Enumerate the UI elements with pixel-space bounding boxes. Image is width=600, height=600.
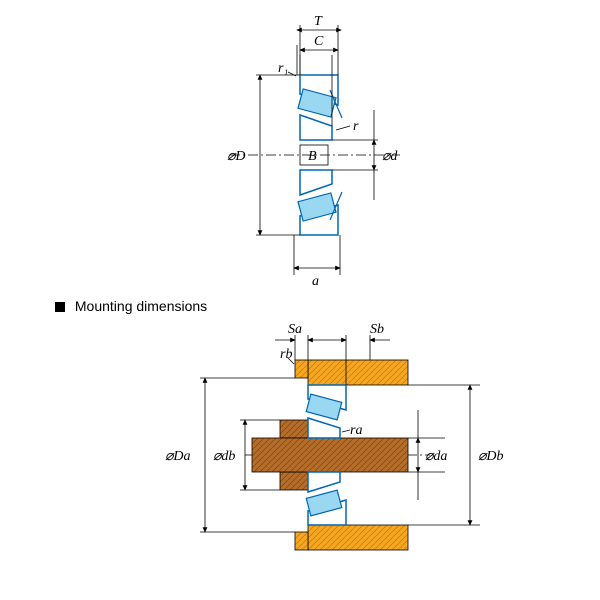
- label-Db: ⌀Db: [478, 449, 504, 464]
- section-header: Mounting dimensions: [55, 298, 207, 314]
- section-title-text: Mounting dimensions: [75, 298, 207, 314]
- label-C: C: [314, 34, 324, 49]
- housing-top: [308, 360, 408, 385]
- top-bearing-diagram: T C r₁ r ⌀D ⌀d B a: [227, 14, 400, 289]
- bottom-mounting-diagram: Sa Sb rb ra ⌀Da ⌀db ⌀da ⌀Db: [165, 322, 504, 550]
- bullet-icon: [55, 302, 65, 312]
- label-r: r: [353, 119, 359, 134]
- label-Da: ⌀Da: [165, 449, 191, 464]
- label-da: ⌀da: [425, 449, 447, 464]
- label-T: T: [314, 14, 323, 29]
- label-ra: ra: [350, 423, 362, 438]
- label-rb: rb: [280, 347, 292, 362]
- label-r1: r₁: [278, 61, 288, 76]
- label-B: B: [308, 149, 317, 164]
- shaft-shoulder-bottom: [280, 472, 308, 490]
- bearing-cross-section-bottom: [298, 170, 342, 235]
- bearing-bottom: [306, 472, 346, 525]
- label-d: ⌀d: [382, 149, 398, 164]
- shaft-shoulder-top: [280, 420, 308, 438]
- housing-bottom: [308, 525, 408, 550]
- label-Sb: Sb: [370, 322, 384, 337]
- label-a: a: [312, 274, 319, 289]
- shaft: [252, 438, 408, 472]
- label-D: ⌀D: [227, 149, 246, 164]
- label-db: ⌀db: [213, 449, 235, 464]
- label-Sa: Sa: [288, 322, 302, 337]
- bearing-cross-section-top: [298, 75, 342, 140]
- bearing-top: [306, 385, 346, 438]
